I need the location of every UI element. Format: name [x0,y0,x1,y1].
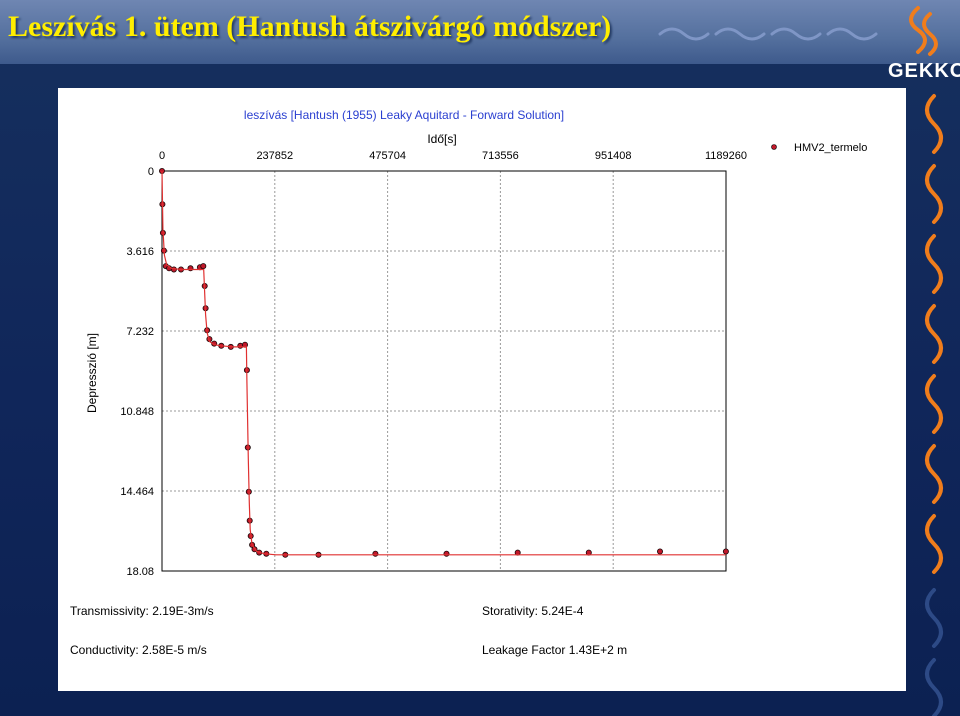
data-point [657,548,664,555]
data-point [443,550,450,557]
series-hmv2-points [159,168,729,558]
y-tick-label: 14.464 [120,486,154,498]
x-tick-labels: 0 237852 475704 713556 951408 1189260 [159,150,747,162]
y-tick-label: 7.232 [126,326,154,338]
y-tick-label: 18.08 [126,566,154,578]
x-tick-label: 713556 [482,150,519,162]
legend: HMV2_termelo [771,142,867,154]
data-point [722,548,729,555]
leakage-factor-label: Leakage Factor 1.43E+2 m [482,643,628,657]
logo: GEKKO [888,60,960,82]
conductivity-label: Conductivity: 2.58E-5 m/s [70,643,207,657]
y-axis-label: Depresszió [m] [85,333,99,413]
legend-label: HMV2_termelo [794,142,867,154]
chart-title: leszívás [Hantush (1955) Leaky Aquitard … [244,108,564,122]
x-tick-label: 0 [159,150,165,162]
chart-panel: leszívás [Hantush (1955) Leaky Aquitard … [58,88,906,691]
chart-grid [162,171,726,571]
wave-decoration [658,6,943,716]
data-point [372,550,379,557]
slide-title: Leszívás 1. ütem (Hantush átszivárgó mód… [8,10,612,43]
x-tick-label: 237852 [256,150,293,162]
data-point [170,266,177,273]
storativity-label: Storativity: 5.24E-4 [482,604,584,618]
x-tick-label: 951408 [595,150,632,162]
x-axis-label: Idő[s] [427,132,456,146]
x-tick-label: 1189260 [705,150,747,162]
transmissivity-label: Transmissivity: 2.19E-3m/s [70,604,214,618]
legend-marker [771,144,777,150]
fit-curve [161,170,726,556]
data-point [187,265,194,272]
y-tick-label: 10.848 [120,406,154,418]
y-tick-label: 0 [148,166,154,178]
x-tick-label: 475704 [369,150,406,162]
plot-frame [161,170,727,572]
data-point [200,263,207,270]
y-tick-labels: 0 3.616 7.232 10.848 14.464 18.08 [120,166,154,578]
y-tick-label: 3.616 [126,246,154,258]
drawdown-chart: leszívás [Hantush (1955) Leaky Aquitard … [85,108,867,578]
header-bar [0,0,960,64]
